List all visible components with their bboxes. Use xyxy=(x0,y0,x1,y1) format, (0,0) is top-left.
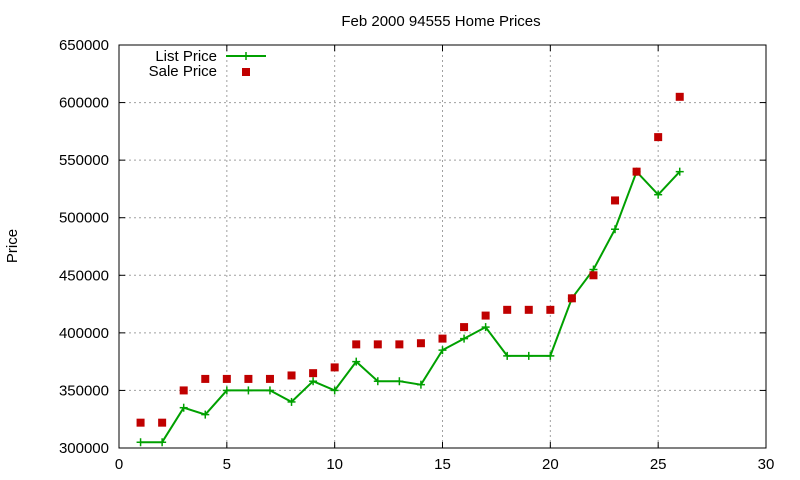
y-tick-label: 500000 xyxy=(59,210,109,227)
list-price-point xyxy=(438,346,447,355)
list-price-point xyxy=(373,377,382,386)
plot-frame xyxy=(118,44,767,449)
list-price-point xyxy=(136,438,145,447)
sale-price-point xyxy=(265,374,274,383)
sale-price-point xyxy=(287,371,296,380)
series-layer xyxy=(136,92,684,447)
list-price-point xyxy=(287,397,296,406)
sale-price-point xyxy=(567,294,576,303)
x-tick-label: 5 xyxy=(223,456,231,473)
sale-price-point xyxy=(632,167,641,176)
sale-price-point xyxy=(395,340,404,349)
list-price-point xyxy=(309,377,318,386)
sale-price-point xyxy=(352,340,361,349)
sale-price-point xyxy=(416,339,425,348)
sale-price-point xyxy=(546,305,555,314)
sale-price-point xyxy=(179,386,188,395)
list-price-point xyxy=(352,357,361,366)
list-price-point xyxy=(416,380,425,389)
axis-ticks: 0 5 10 15 20 25 30 300000 350000 400000 450000 5000… xyxy=(59,37,774,473)
list-price-point xyxy=(222,386,231,395)
y-tick-label: 650000 xyxy=(59,37,109,54)
y-tick-label: 450000 xyxy=(59,267,109,284)
list-price-point xyxy=(330,386,339,395)
y-tick-label: 300000 xyxy=(59,440,109,457)
y-tick-label: 550000 xyxy=(59,152,109,169)
sale-price-point xyxy=(460,323,469,332)
y-tick-label: 600000 xyxy=(59,95,109,112)
sale-price-point xyxy=(158,418,167,427)
y-axis-label: Price xyxy=(4,229,21,263)
sale-price-point xyxy=(136,418,145,427)
list-price-point xyxy=(179,403,188,412)
sale-price-point xyxy=(589,271,598,280)
list-price-point xyxy=(201,410,210,419)
x-tick-label: 0 xyxy=(115,456,123,473)
y-tick-label: 400000 xyxy=(59,325,109,342)
list-price-point xyxy=(395,377,404,386)
sale-price-point xyxy=(438,334,447,343)
chart-title: Feb 2000 94555 Home Prices xyxy=(341,13,540,30)
sale-price-point xyxy=(244,374,253,383)
y-tick-label: 350000 xyxy=(59,382,109,399)
x-tick-label: 25 xyxy=(650,456,667,473)
sale-price-point xyxy=(675,92,684,101)
legend-label-list-price: List Price xyxy=(155,48,217,65)
legend-label-sale-price: Sale Price xyxy=(149,63,217,80)
list-price-point xyxy=(611,225,620,234)
list-price-point xyxy=(460,334,469,343)
list-price-point xyxy=(481,323,490,332)
x-tick-label: 10 xyxy=(326,456,343,473)
sale-price-point xyxy=(330,363,339,372)
x-tick-label: 15 xyxy=(434,456,451,473)
sale-price-point xyxy=(222,374,231,383)
sale-price-point xyxy=(503,305,512,314)
x-tick-label: 30 xyxy=(758,456,775,473)
list-price-point xyxy=(524,351,533,360)
sale-price-point xyxy=(654,133,663,142)
list-price-point xyxy=(654,190,663,199)
sale-price-point xyxy=(309,369,318,378)
list-price-point xyxy=(158,438,167,447)
list-price-point xyxy=(546,351,555,360)
sale-price-point xyxy=(373,340,382,349)
grid-lines xyxy=(119,45,766,448)
list-price-point xyxy=(503,351,512,360)
list-price-line xyxy=(140,169,681,444)
list-price-point xyxy=(244,386,253,395)
sale-price-point xyxy=(611,196,620,205)
sale-price-point xyxy=(201,374,210,383)
sale-price-point xyxy=(481,311,490,320)
list-price-point xyxy=(265,386,274,395)
x-tick-label: 20 xyxy=(542,456,559,473)
legend-marker-list-price xyxy=(242,52,250,60)
list-price-point xyxy=(675,167,684,176)
sale-price-point xyxy=(524,305,533,314)
legend-marker-sale-price xyxy=(242,68,250,76)
